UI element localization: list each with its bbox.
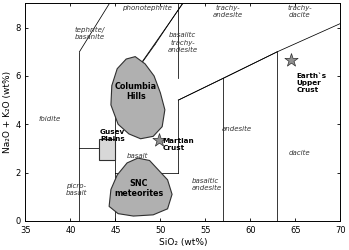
Bar: [99, 139, 116, 160]
Text: picro-
basalt: picro- basalt: [66, 183, 87, 196]
Point: [288, 58, 294, 62]
Text: trachy-
andesite: trachy- andesite: [213, 5, 243, 18]
Text: phonotephrite: phonotephrite: [122, 5, 172, 11]
Text: basalt: basalt: [127, 153, 149, 159]
Text: Gusev
Plains: Gusev Plains: [100, 129, 125, 142]
X-axis label: SiO₂ (wt%): SiO₂ (wt%): [158, 238, 207, 246]
Text: trachy-
dacite: trachy- dacite: [288, 5, 312, 18]
Text: tephrite/
basanite: tephrite/ basanite: [75, 26, 105, 40]
Text: foidite: foidite: [39, 116, 61, 122]
Text: Earth`s
Upper
Crust: Earth`s Upper Crust: [296, 73, 326, 93]
Point: [156, 138, 161, 142]
Y-axis label: Na₂O + K₂O (wt%): Na₂O + K₂O (wt%): [3, 71, 13, 153]
Text: basalitc
trachy-
andesite: basalitc trachy- andesite: [168, 32, 198, 52]
Text: dacite: dacite: [289, 150, 311, 156]
Text: andesite: andesite: [222, 126, 252, 132]
Text: Columbia
Hills: Columbia Hills: [115, 82, 157, 101]
Text: Martian
Crust: Martian Crust: [162, 138, 194, 151]
Text: basaltic
andesite: basaltic andesite: [192, 178, 222, 191]
Polygon shape: [109, 158, 172, 216]
Text: SNC
meteorites: SNC meteorites: [114, 178, 163, 198]
Polygon shape: [111, 56, 165, 139]
